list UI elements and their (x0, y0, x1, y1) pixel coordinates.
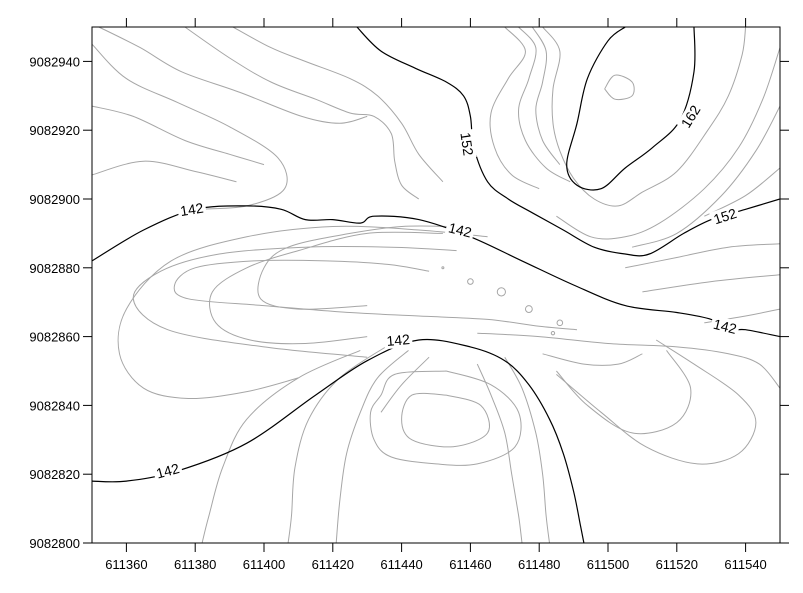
minor-contour-line (556, 339, 757, 465)
minor-contour-line (380, 356, 430, 413)
contour-label-group: 142 (709, 315, 741, 338)
minor-contour-line (98, 27, 368, 124)
x-tick-label: 611440 (380, 557, 422, 572)
x-tick-label: 611460 (449, 557, 491, 572)
minor-contour-line (504, 356, 550, 543)
minor-contour-line (287, 343, 392, 543)
y-tick-label: 9082880 (29, 261, 80, 276)
y-tick-label: 9082800 (29, 536, 80, 551)
contour-label-backing (457, 129, 477, 159)
x-tick-label: 611480 (518, 557, 560, 572)
minor-contour-line (92, 160, 237, 183)
minor-contour-line (369, 370, 522, 466)
contour-label: 152 (711, 205, 738, 228)
x-tick-label: 611380 (174, 557, 216, 572)
contour-label: 142 (386, 331, 411, 349)
minor-contour-layer (92, 27, 780, 543)
minor-contour-line (704, 167, 780, 217)
minor-contour-line (92, 105, 265, 166)
y-tick-label: 9082940 (29, 54, 80, 69)
axis-tick-labels: 611360 611380 611400 611420 611440 611460 6114… (29, 54, 766, 572)
small-closed-contour (467, 278, 474, 285)
contour-label-group: 142 (444, 218, 476, 242)
major-contour-142 (92, 338, 585, 543)
minor-contour-line (556, 47, 780, 240)
contour-label: 152 (457, 131, 476, 157)
minor-contour-line (173, 259, 578, 331)
x-tick-label: 611540 (724, 557, 766, 572)
small-closed-contour (524, 305, 533, 313)
minor-contour-line (209, 231, 443, 345)
major-contour-162 (566, 27, 696, 191)
major-contour-layer (92, 27, 780, 543)
small-closed-contour (441, 266, 445, 270)
minor-contour-line (184, 27, 420, 200)
contour-label-backing (152, 459, 184, 483)
contour-label-backing (676, 100, 705, 133)
contour-label-group: 142 (176, 199, 207, 220)
small-closed-contour (550, 330, 556, 336)
plot-frame (91, 26, 781, 544)
minor-contour-line (518, 27, 571, 183)
contour-label-backing (709, 315, 741, 338)
contour-label-backing (383, 330, 413, 350)
small-closed-contour (496, 287, 506, 297)
contour-label-group: 142 (383, 330, 413, 350)
contour-label-backing (709, 204, 741, 229)
minor-contour-line (92, 43, 288, 210)
contour-label-layer: 142 142 142 142 142 152 152 162 (152, 100, 741, 483)
x-tick-label: 611360 (105, 557, 147, 572)
minor-contour-line (476, 363, 523, 543)
minor-contour-line (604, 74, 635, 101)
minor-contour-line (335, 350, 409, 543)
contour-label-group: 152 (457, 129, 477, 159)
x-tick-label: 611520 (656, 557, 698, 572)
y-tick-label: 9082920 (29, 123, 80, 138)
minor-contour-line (477, 332, 780, 389)
minor-contour-line (542, 27, 747, 207)
minor-contour-line (556, 350, 692, 435)
contour-label-group: 162 (676, 100, 705, 133)
major-contour-142 (92, 205, 780, 338)
minor-contour-line (201, 349, 361, 543)
x-tick-label: 611420 (312, 557, 354, 572)
x-tick-label: 611500 (587, 557, 629, 572)
contour-label: 142 (154, 460, 181, 482)
contour-label: 142 (712, 316, 739, 337)
minor-contour-line (542, 353, 643, 366)
minor-contour-line (117, 225, 488, 400)
contour-label-backing (176, 199, 207, 220)
contour-label-backing (444, 218, 476, 242)
y-tick-label: 9082860 (29, 330, 80, 345)
minor-contour-line (625, 243, 780, 269)
minor-contour-line (489, 27, 540, 190)
minor-contour-line (401, 392, 490, 448)
minor-contour-line (631, 105, 780, 248)
axis-ticks (83, 18, 789, 552)
minor-contour-line (132, 246, 457, 358)
minor-contour-line (531, 27, 561, 165)
y-tick-label: 9082820 (29, 467, 80, 482)
contour-label: 142 (447, 219, 474, 240)
contour-label-group: 142 (152, 459, 184, 483)
contour-label-group: 152 (709, 204, 741, 229)
y-tick-label: 9082840 (29, 398, 80, 413)
x-tick-label: 611400 (243, 557, 285, 572)
contour-label: 142 (179, 200, 205, 219)
small-closed-contour (556, 319, 564, 327)
minor-contour-line (642, 274, 780, 293)
major-contour-152 (356, 27, 780, 257)
minor-contour-line (257, 225, 454, 310)
minor-contour-line (232, 27, 444, 183)
y-tick-label: 9082900 (29, 192, 80, 207)
